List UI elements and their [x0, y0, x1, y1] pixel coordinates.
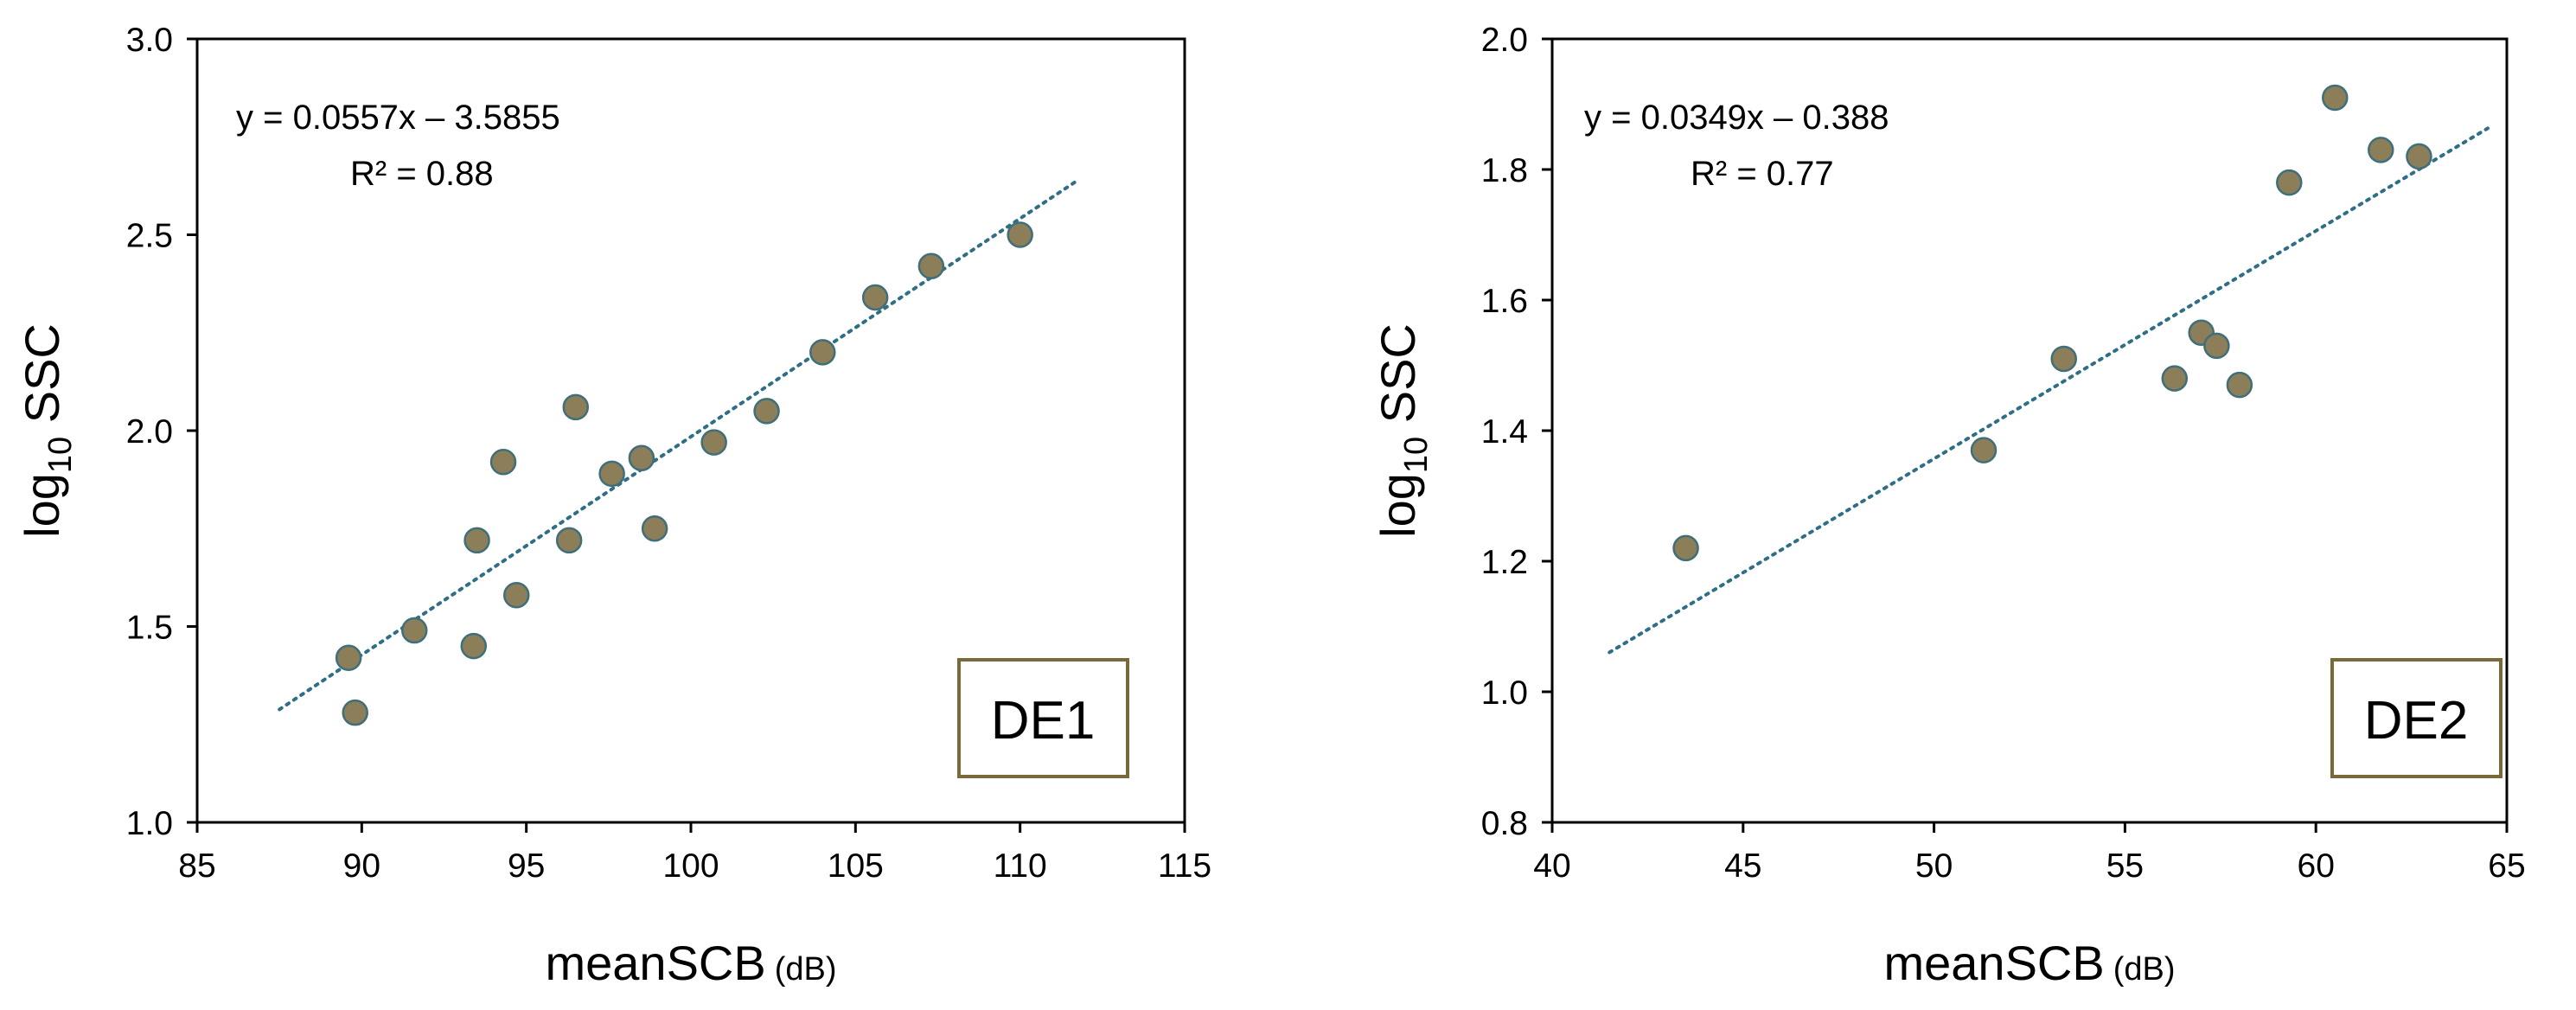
tick-marks [187, 37, 1186, 833]
x-tick-labels: 85 90 95 100 105 110 115 [178, 847, 1211, 885]
y-axis-label-log: log [1371, 473, 1425, 538]
data-point [809, 339, 836, 366]
y-tick-label: 1.8 [1481, 152, 1528, 189]
x-tick-labels: 40 45 50 55 60 65 [1533, 847, 2525, 885]
y-axis-label-subscript: 10 [1398, 437, 1435, 473]
data-point [2203, 332, 2230, 360]
y-tick-label: 2.5 [126, 218, 173, 255]
panel-label-box [2330, 658, 2502, 778]
data-point [562, 393, 590, 421]
y-tick-labels: 0.8 1.0 1.2 1.4 1.6 1.8 2.0 [1481, 22, 1528, 842]
chart-panel-de2: 40 45 50 55 60 65 0.8 1.0 1.2 1.4 1.6 1.8 2.0 y = 0… [1371, 22, 2526, 990]
y-tick-label: 2.0 [126, 413, 173, 451]
x-tick-label: 105 [828, 847, 884, 885]
data-point [460, 632, 488, 660]
x-tick-label: 110 [994, 847, 1047, 885]
x-tick-label: 50 [1915, 847, 1953, 885]
y-tick-label: 0.8 [1481, 805, 1528, 842]
equation-label: y = 0.0557x – 3.5855 [236, 99, 560, 137]
data-point [335, 644, 362, 671]
data-point [502, 582, 530, 609]
data-point [2161, 365, 2189, 392]
data-points [1672, 84, 2432, 562]
y-tick-label: 1.0 [1481, 674, 1528, 712]
data-point [598, 460, 625, 488]
y-tick-label: 1.2 [1481, 544, 1528, 581]
trendline [1608, 126, 2490, 655]
data-point [1007, 221, 1033, 248]
data-point [2226, 371, 2253, 399]
x-axis-label-text: meanSCB [1883, 936, 2104, 990]
x-tick-label: 95 [508, 847, 545, 885]
data-point [861, 284, 889, 311]
y-tick-labels: 1.0 1.5 2.0 2.5 3.0 [126, 22, 173, 842]
y-tick-label: 1.6 [1481, 283, 1528, 320]
y-axis-label: log10 SSC [15, 323, 79, 538]
y-axis-label: log10 SSC [1371, 323, 1435, 538]
data-point [628, 444, 655, 471]
chart-panel-de1: 85 90 95 100 105 110 115 1.0 1.5 2.0 2.5 3.0 y = 0… [15, 22, 1211, 990]
x-tick-label: 45 [1724, 847, 1761, 885]
x-axis-unit: (dB) [2113, 951, 2176, 988]
y-axis-label-ssc: SSC [15, 323, 69, 437]
data-point [700, 429, 727, 456]
r-squared-label: R² = 0.88 [350, 155, 494, 193]
x-tick-label: 55 [2106, 847, 2144, 885]
y-tick-label: 1.5 [126, 610, 173, 647]
x-tick-label: 100 [662, 847, 719, 885]
data-points [335, 221, 1033, 726]
data-point [917, 252, 945, 279]
y-axis-label-subscript: 10 [42, 437, 79, 473]
data-point [2368, 137, 2394, 163]
data-point [2276, 169, 2303, 196]
trendline [278, 177, 1082, 712]
data-point [2050, 345, 2077, 373]
data-point [2322, 84, 2349, 112]
data-point [489, 448, 517, 476]
x-tick-label: 115 [1158, 847, 1211, 885]
data-point [400, 617, 428, 644]
x-tick-label: 90 [343, 847, 380, 885]
panel-label-box [957, 658, 1129, 778]
panel-label: DE1 [991, 691, 1096, 751]
panel-label: DE2 [2364, 691, 2469, 751]
y-tick-label: 1.0 [126, 805, 173, 842]
x-axis-unit: (dB) [775, 951, 837, 988]
data-point [2406, 143, 2432, 170]
r-squared-label: R² = 0.77 [1691, 155, 1834, 193]
y-axis-label-ssc: SSC [1371, 323, 1425, 437]
data-point [753, 398, 780, 425]
x-tick-label: 40 [1533, 847, 1570, 885]
equation-label: y = 0.0349x – 0.388 [1584, 99, 1889, 137]
y-axis-label-log: log [15, 473, 69, 538]
x-axis-label: meanSCB (dB) [545, 936, 836, 990]
data-point [463, 527, 490, 554]
x-tick-label: 85 [178, 847, 215, 885]
x-axis-label: meanSCB (dB) [1883, 936, 2175, 990]
data-point [641, 515, 668, 542]
x-tick-label: 65 [2488, 847, 2525, 885]
tick-marks [1542, 37, 2509, 833]
x-axis-label-text: meanSCB [545, 936, 765, 990]
data-point [342, 699, 368, 726]
data-point [555, 527, 583, 554]
data-point [1672, 534, 1699, 562]
y-tick-label: 1.4 [1481, 413, 1528, 451]
data-point [1970, 437, 1998, 463]
y-tick-label: 3.0 [126, 22, 173, 59]
y-tick-label: 2.0 [1481, 22, 1528, 59]
x-tick-label: 60 [2298, 847, 2335, 885]
